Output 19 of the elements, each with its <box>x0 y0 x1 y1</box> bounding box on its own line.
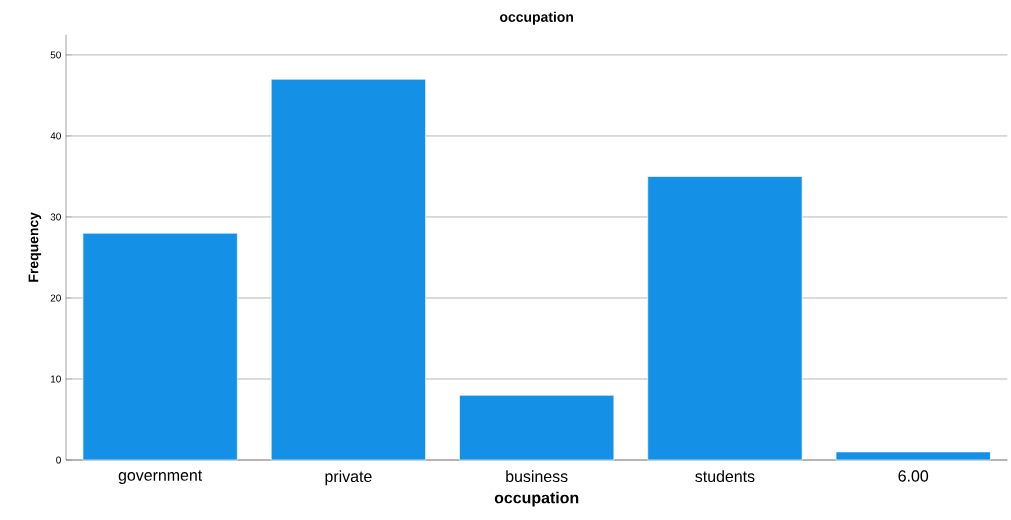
bar <box>459 394 615 461</box>
x-tick-label: business <box>506 470 568 483</box>
x-tick-label: 6.00 <box>898 470 929 482</box>
y-tick-label: 10 <box>50 375 61 383</box>
y-tick-label: 20 <box>50 294 61 302</box>
y-axis-title: Frequency <box>28 212 42 282</box>
y-tick-label: 30 <box>50 213 61 221</box>
bar <box>835 451 991 461</box>
x-axis-title: occupation <box>494 491 579 507</box>
chart-title: occupation <box>500 11 573 25</box>
bar <box>647 176 803 461</box>
y-tick-label: 0 <box>56 456 61 464</box>
x-tick-label: students <box>695 470 755 483</box>
x-tick-label: government <box>118 470 203 484</box>
y-tick-label: 40 <box>50 132 61 140</box>
y-tick-label: 50 <box>50 51 61 59</box>
x-tick-label: private <box>325 470 372 486</box>
bar <box>270 78 426 461</box>
bar <box>82 232 238 461</box>
